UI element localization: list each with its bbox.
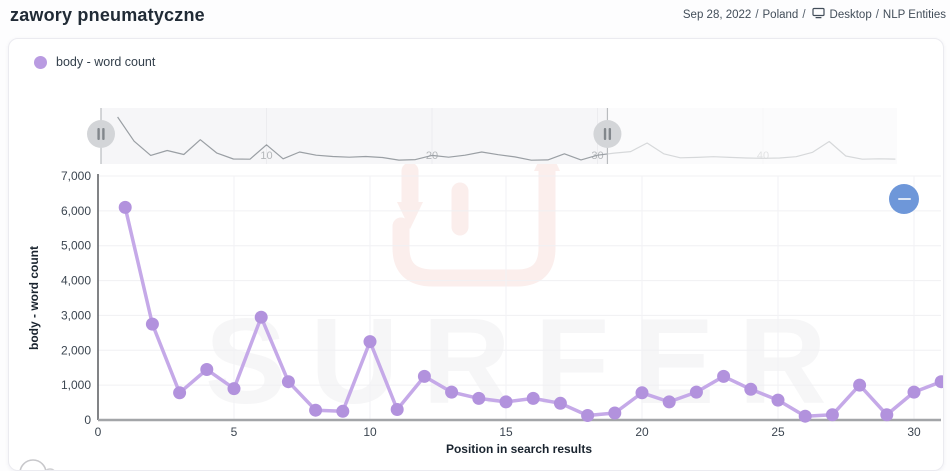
- data-point[interactable]: [798, 409, 812, 423]
- minus-icon: [897, 198, 911, 200]
- data-point[interactable]: [553, 396, 567, 410]
- separator: /: [802, 8, 806, 21]
- data-point[interactable]: [363, 335, 377, 349]
- data-point[interactable]: [336, 404, 350, 418]
- y-tick-label: 7,000: [61, 169, 91, 183]
- minimap-unselected-overlay: [607, 108, 897, 164]
- x-tick-label: 10: [363, 425, 377, 439]
- x-tick-label: 20: [635, 425, 649, 439]
- data-point[interactable]: [608, 406, 622, 420]
- data-point[interactable]: [417, 369, 431, 383]
- data-point[interactable]: [662, 395, 676, 409]
- minimap-tick-label: 30: [591, 150, 603, 162]
- minimap-brush[interactable]: 10203040: [87, 108, 897, 164]
- top-header: zawory pneumatyczne Sep 28, 2022 / Polan…: [0, 0, 950, 34]
- minimap-tick-label: 10: [260, 150, 272, 162]
- report-mode: NLP Entities: [882, 8, 946, 21]
- separator: /: [755, 8, 759, 21]
- data-point[interactable]: [118, 200, 132, 214]
- y-tick-label: 1,000: [61, 378, 91, 392]
- data-point[interactable]: [907, 385, 921, 399]
- page-title: zawory pneumatyczne: [10, 5, 205, 25]
- x-tick-label: 30: [907, 425, 921, 439]
- legend-series-dot-icon: [34, 55, 47, 69]
- legend-item-body-word-count[interactable]: body - word count: [34, 55, 155, 69]
- report-country: Poland: [762, 8, 799, 21]
- data-point[interactable]: [771, 393, 785, 407]
- word-count-chart: 10203040 0 1,000 2,000 3,000 4,000 5,000 6,000 7…: [19, 108, 943, 470]
- separator: /: [875, 8, 879, 21]
- x-tick-label: 0: [95, 425, 102, 439]
- collapse-chart-button[interactable]: [889, 184, 919, 214]
- chart-card: body - word count SURFER 1020304001,0002…: [8, 38, 944, 471]
- data-point[interactable]: [472, 391, 486, 405]
- data-point[interactable]: [254, 310, 268, 324]
- y-tick-label: 0: [84, 413, 91, 427]
- y-tick-label: 6,000: [61, 204, 91, 218]
- data-point[interactable]: [825, 408, 839, 422]
- data-point[interactable]: [499, 395, 513, 409]
- data-point[interactable]: [689, 385, 703, 399]
- data-point[interactable]: [390, 403, 404, 416]
- x-tick-label: 25: [771, 425, 785, 439]
- report-date: Sep 28, 2022: [682, 8, 752, 21]
- x-tick-label: 15: [499, 425, 513, 439]
- data-point[interactable]: [281, 375, 295, 389]
- data-point[interactable]: [526, 391, 540, 405]
- brush-handle-left[interactable]: [87, 120, 115, 148]
- data-point[interactable]: [635, 386, 649, 400]
- x-axis-title: Position in search results: [445, 442, 593, 456]
- data-point[interactable]: [145, 317, 159, 331]
- desktop-icon: [811, 7, 825, 22]
- data-point[interactable]: [227, 382, 241, 396]
- data-point[interactable]: [173, 386, 187, 400]
- y-axis-title: body - word count: [27, 246, 41, 350]
- x-tick-label: 5: [231, 425, 238, 439]
- data-point[interactable]: [445, 385, 459, 399]
- legend-series-label: body - word count: [56, 55, 156, 69]
- y-tick-label: 3,000: [61, 308, 91, 322]
- data-point[interactable]: [934, 375, 943, 389]
- data-point[interactable]: [309, 403, 323, 417]
- report-device: Desktop: [829, 8, 872, 21]
- report-settings-breadcrumb: Sep 28, 2022 / Poland / Desktop / NLP En…: [683, 7, 946, 22]
- y-tick-label: 5,000: [61, 239, 91, 253]
- y-tick-label: 2,000: [61, 343, 91, 357]
- y-tick-label: 4,000: [61, 274, 91, 288]
- data-point[interactable]: [853, 378, 867, 392]
- data-point[interactable]: [717, 369, 731, 383]
- data-point[interactable]: [581, 409, 595, 422]
- brush-handle-right[interactable]: [593, 120, 622, 148]
- data-point[interactable]: [200, 363, 214, 376]
- data-point[interactable]: [880, 408, 894, 422]
- data-point[interactable]: [744, 382, 758, 396]
